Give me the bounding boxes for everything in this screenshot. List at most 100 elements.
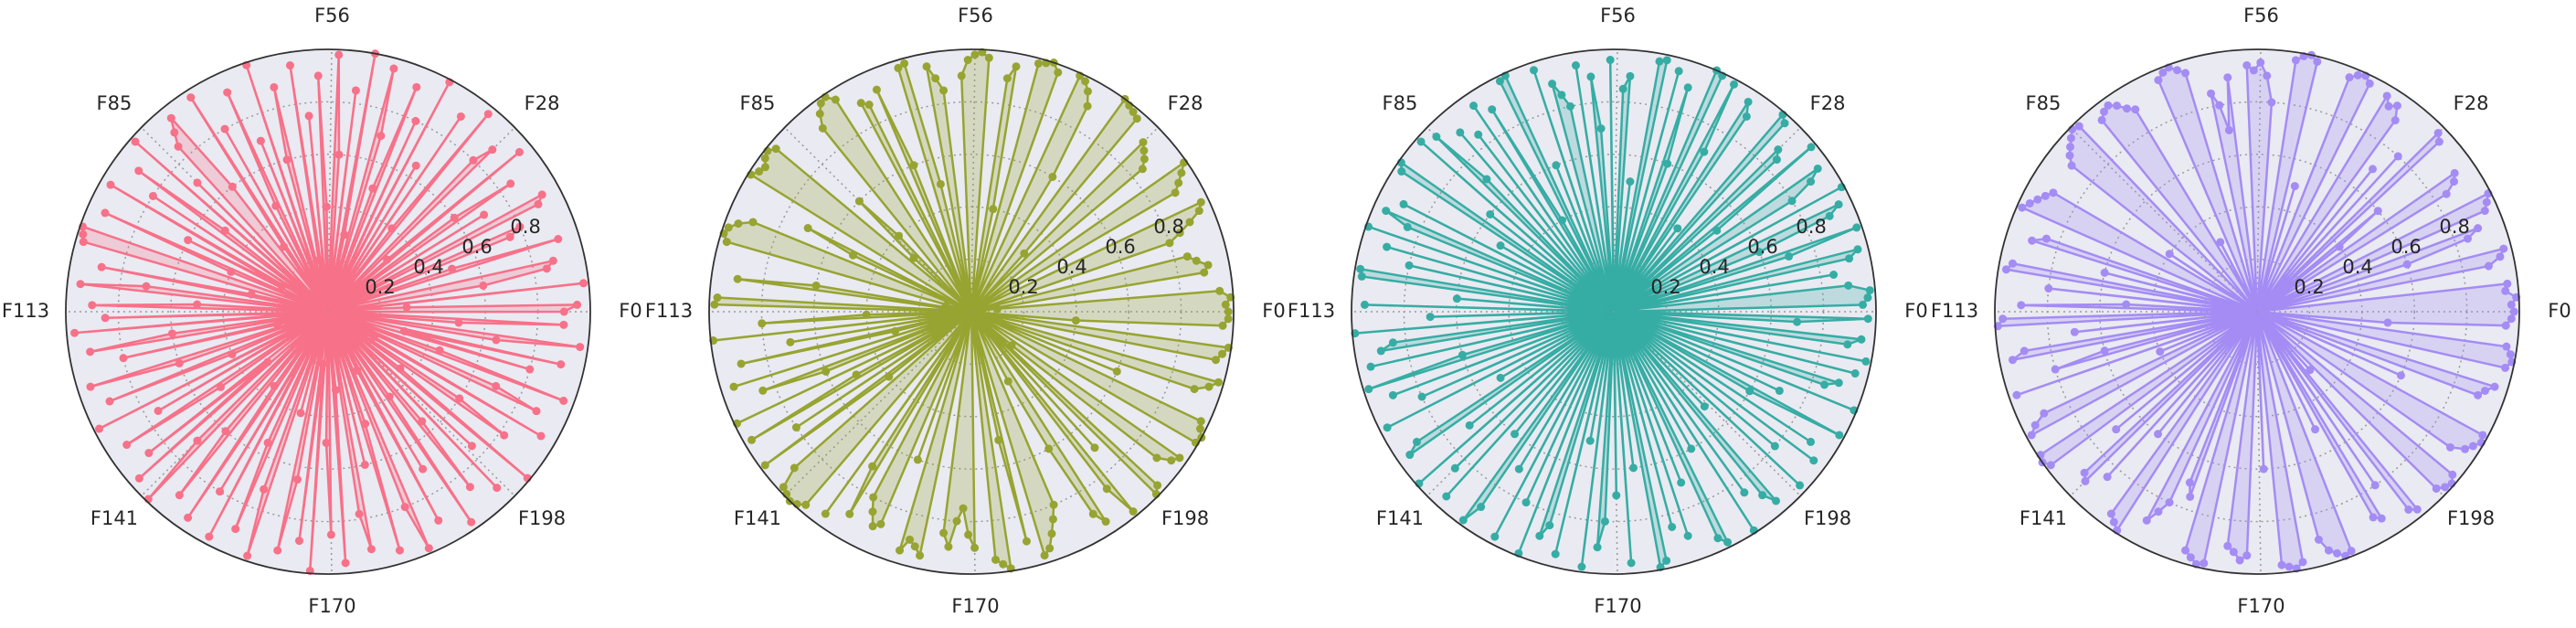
data-point [2100, 346, 2109, 356]
data-point [1204, 382, 1214, 391]
data-point [454, 318, 463, 327]
data-point [314, 256, 323, 265]
data-point [900, 59, 909, 68]
data-point [818, 123, 827, 133]
data-point [1723, 538, 1733, 547]
data-point [2097, 115, 2106, 124]
radial-tick-label: 0.4 [413, 256, 443, 278]
data-point [952, 516, 961, 526]
data-point [186, 93, 196, 102]
data-point [1426, 313, 1435, 322]
data-point [963, 56, 972, 65]
data-point [2074, 122, 2083, 131]
data-point [2113, 101, 2122, 111]
data-point [1486, 209, 1495, 218]
data-point [748, 218, 758, 227]
data-point [412, 82, 421, 91]
data-point [831, 95, 840, 104]
data-point [336, 309, 345, 318]
data-point [1195, 424, 1204, 433]
data-point [1200, 268, 1209, 277]
data-point [869, 493, 878, 502]
data-point [1683, 531, 1692, 540]
data-point [1203, 261, 1213, 270]
radial-tick-label: 0.8 [2439, 216, 2469, 238]
data-point [941, 302, 950, 311]
data-point [2412, 505, 2422, 514]
radial-grid-line [2203, 258, 2311, 366]
data-point [1175, 453, 1184, 463]
data-point [322, 438, 331, 447]
radial-tick-label: 0.6 [2390, 236, 2421, 258]
data-point [1192, 256, 1201, 265]
data-point [483, 110, 493, 119]
data-point [537, 190, 546, 199]
data-point [144, 449, 154, 458]
data-point [1742, 112, 1751, 121]
data-point [1360, 300, 1369, 309]
data-point [296, 409, 305, 418]
data-point [959, 504, 968, 513]
data-point [228, 349, 237, 358]
data-point [1853, 245, 1862, 254]
radial-tick-label: 0.6 [1747, 236, 1777, 258]
data-point [175, 491, 184, 500]
data-point [1834, 200, 1843, 209]
data-point [506, 179, 515, 188]
data-point [349, 301, 358, 310]
data-point [1606, 56, 1615, 65]
data-point [2070, 327, 2079, 336]
angular-tick-label: F28 [1810, 92, 1846, 114]
data-point [1388, 338, 1397, 347]
data-point [1224, 314, 1233, 324]
data-point [1834, 378, 1843, 388]
angular-tick-label: F28 [1168, 92, 1203, 114]
data-point [2081, 476, 2090, 485]
data-point [559, 307, 568, 316]
data-point [280, 242, 289, 251]
data-point [1585, 436, 1595, 445]
data-point [154, 406, 163, 415]
data-point [1612, 491, 1621, 500]
data-point [2154, 507, 2163, 516]
data-point [2030, 420, 2040, 430]
angular-tick-label: F170 [308, 595, 355, 617]
data-point [2066, 143, 2075, 152]
data-point [2369, 165, 2378, 174]
data-point [1683, 83, 1692, 92]
data-point [534, 199, 543, 208]
data-point [1627, 559, 1636, 568]
data-point [326, 530, 335, 539]
data-point [2434, 137, 2443, 146]
data-point [2277, 560, 2286, 569]
data-point [944, 542, 953, 551]
data-point [845, 509, 854, 518]
data-point [1081, 77, 1090, 86]
data-point [260, 484, 269, 494]
data-point [1012, 62, 1021, 71]
data-point [760, 154, 769, 163]
data-point [2442, 189, 2451, 198]
data-point [1044, 444, 1054, 453]
data-point [505, 232, 514, 241]
data-point [2474, 390, 2483, 399]
data-point [1054, 68, 1063, 77]
data-point [227, 267, 236, 276]
data-point [1399, 199, 1408, 208]
data-point [2001, 265, 2010, 274]
data-point [1859, 300, 1868, 309]
data-point [922, 62, 931, 71]
data-point [1139, 138, 1148, 147]
data-point [854, 197, 864, 206]
data-point [411, 161, 420, 170]
data-point [1450, 463, 1459, 473]
data-point [2480, 207, 2489, 216]
data-point [1835, 431, 1844, 440]
data-point [801, 500, 811, 509]
data-point [1048, 172, 1057, 181]
data-point [1194, 207, 1203, 216]
data-point [2235, 556, 2244, 565]
data-point [1668, 522, 1677, 531]
data-point [1214, 378, 1223, 387]
data-point [2033, 195, 2042, 204]
